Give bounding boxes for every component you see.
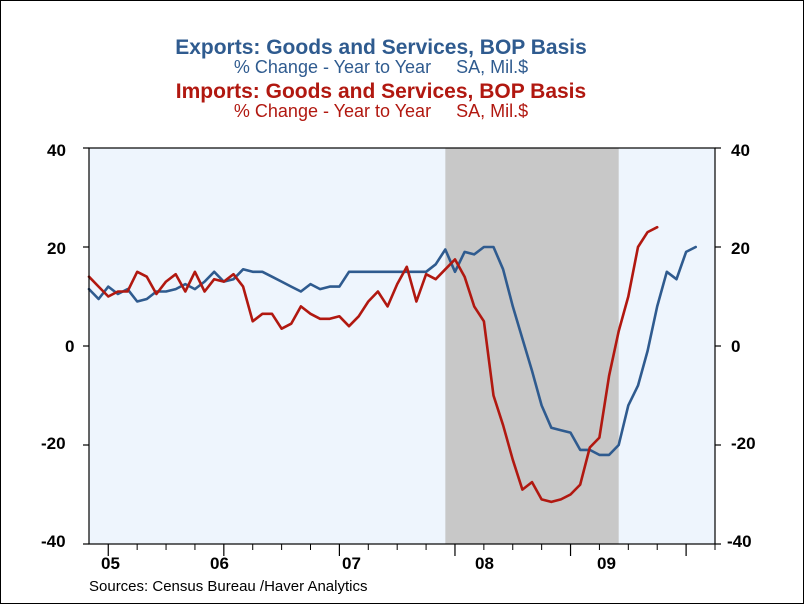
exports-subtitle: % Change - Year to Year SA, Mil.$ xyxy=(233,57,529,77)
y-tick-left-neg40: -40 xyxy=(41,532,66,551)
x-tick-09: 09 xyxy=(597,554,616,573)
y-tick-right-20: 20 xyxy=(731,239,750,258)
imports-title: Imports: Goods and Services, BOP Basis xyxy=(175,80,587,103)
y-tick-right-0: 0 xyxy=(731,337,741,356)
x-tick-06: 06 xyxy=(210,554,229,573)
imports-subtitle: % Change - Year to Year SA, Mil.$ xyxy=(233,101,529,121)
y-tick-right-neg40: -40 xyxy=(727,532,752,551)
exports-title: Exports: Goods and Services, BOP Basis xyxy=(175,36,587,59)
y-tick-left-0: 0 xyxy=(65,337,75,356)
recession-shading xyxy=(445,148,619,544)
y-tick-right-neg20: -20 xyxy=(731,434,756,453)
imports-line xyxy=(87,225,659,504)
x-tick-07: 07 xyxy=(342,554,361,573)
plot-area xyxy=(89,148,715,544)
y-tick-right-40: 40 xyxy=(731,141,750,160)
chart-titles: Exports: Goods and Services, BOP Basis %… xyxy=(1,37,761,120)
x-tick-05: 05 xyxy=(101,554,120,573)
source-note: Sources: Census Bureau /Haver Analytics xyxy=(89,578,368,595)
exports-line xyxy=(87,245,698,457)
y-tick-left-neg20: -20 xyxy=(41,434,66,453)
y-tick-left-40: 40 xyxy=(47,141,66,160)
y-tick-left-20: 20 xyxy=(47,239,66,258)
x-tick-08: 08 xyxy=(475,554,494,573)
